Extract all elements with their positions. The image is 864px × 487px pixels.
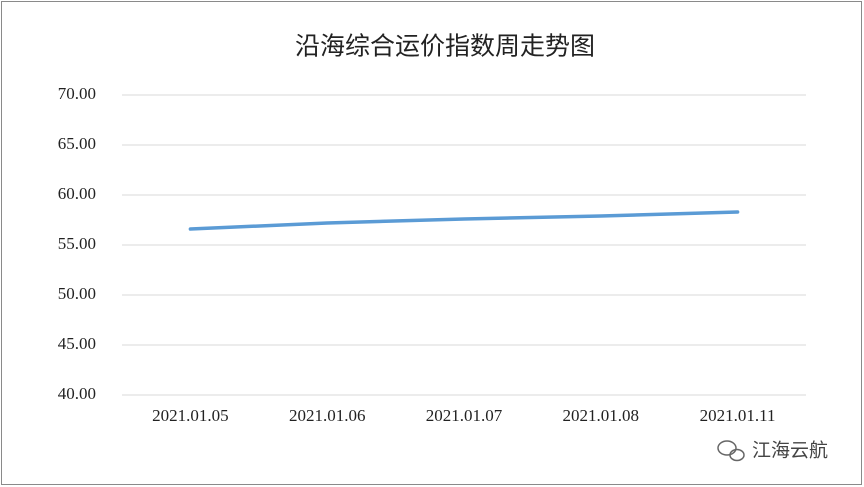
y-tick-label: 65.00 xyxy=(58,134,96,153)
watermark: 江海云航 xyxy=(752,440,828,462)
data-line xyxy=(188,210,740,231)
y-tick-label: 45.00 xyxy=(58,334,96,353)
x-tick-label: 2021.01.08 xyxy=(563,406,640,425)
x-tick-label: 2021.01.07 xyxy=(426,406,503,425)
y-tick-label: 70.00 xyxy=(58,84,96,103)
y-tick-label: 60.00 xyxy=(58,184,96,203)
y-tick-label: 55.00 xyxy=(58,234,96,253)
y-tick-label: 40.00 xyxy=(58,384,96,403)
x-tick-label: 2021.01.11 xyxy=(700,406,776,425)
watermark-icon xyxy=(717,440,745,462)
x-tick-label: 2021.01.05 xyxy=(152,406,229,425)
chart-title: 沿海综合运价指数周走势图 xyxy=(295,33,595,61)
y-tick-label: 50.00 xyxy=(58,284,96,303)
x-tick-label: 2021.01.06 xyxy=(289,406,366,425)
